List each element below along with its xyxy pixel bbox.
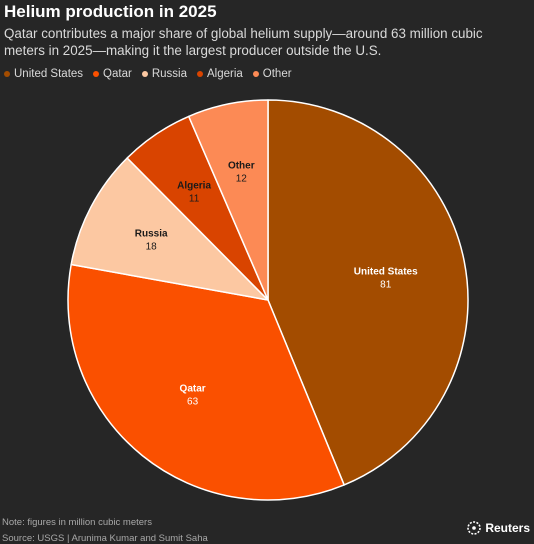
legend-label-other: Other bbox=[262, 68, 292, 80]
chart-source: Source: USGS | Arunima Kumar and Sumit S… bbox=[2, 533, 208, 544]
legend-swatch-algeria bbox=[196, 71, 203, 77]
slice-value-algeria: 11 bbox=[189, 194, 200, 205]
slice-value-qatar: 63 bbox=[187, 396, 199, 407]
legend-item-algeria: Algeria bbox=[196, 68, 243, 80]
legend-item-russia: Russia bbox=[141, 68, 187, 80]
pie-slice-qatar bbox=[67, 263, 345, 501]
pie-slice-other bbox=[187, 99, 269, 301]
chart-subtitle: Qatar contributes a major share of globa… bbox=[4, 26, 483, 58]
legend-item-united-states: United States bbox=[4, 68, 83, 80]
slice-label-united-states: United States bbox=[354, 267, 418, 278]
slice-value-united-states: 81 bbox=[380, 280, 392, 291]
legend-swatch-russia bbox=[141, 71, 148, 77]
slice-label-algeria: Algeria bbox=[177, 181, 211, 192]
reuters-dots-icon bbox=[467, 521, 482, 535]
legend-label-qatar: Qatar bbox=[103, 68, 132, 80]
slice-label-qatar: Qatar bbox=[180, 383, 206, 394]
chart-note: Note: figures in million cubic meters bbox=[2, 517, 152, 528]
legend-swatch-other bbox=[252, 71, 259, 77]
slice-label-other: Other bbox=[228, 161, 255, 172]
pie-chart: United States 81 Qatar 63 Russia 18 Algeria 11 O… bbox=[67, 99, 469, 501]
legend-label-algeria: Algeria bbox=[206, 68, 243, 80]
legend: United States Qatar Russia Algeria Other bbox=[4, 68, 292, 80]
legend-item-qatar: Qatar bbox=[93, 68, 132, 80]
legend-swatch-united-states bbox=[4, 71, 10, 77]
reuters-logo: Reuters bbox=[467, 521, 530, 535]
brand-name: Reuters bbox=[485, 521, 530, 535]
legend-label-united-states: United States bbox=[14, 68, 84, 80]
pie-slice-united-states bbox=[267, 99, 469, 486]
chart-title: Helium production in 2025 bbox=[4, 2, 217, 21]
legend-label-russia: Russia bbox=[151, 68, 187, 80]
pie-slice-russia bbox=[70, 157, 269, 301]
slice-value-other: 12 bbox=[236, 174, 248, 185]
legend-swatch-qatar bbox=[93, 71, 100, 77]
slice-label-russia: Russia bbox=[135, 229, 168, 240]
slice-value-russia: 18 bbox=[146, 242, 158, 253]
legend-item-other: Other bbox=[252, 68, 292, 80]
